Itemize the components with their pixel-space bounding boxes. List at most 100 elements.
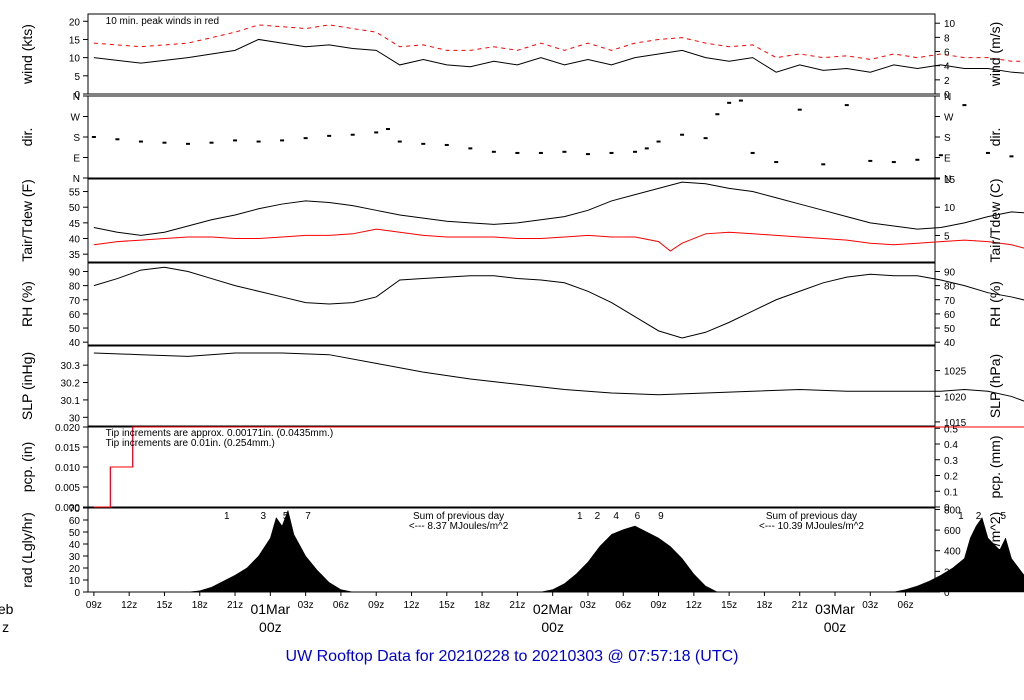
day-hour-label: z [2,619,9,635]
rh-left-tick-label: 60 [69,310,81,321]
day-label: 01Mar [250,601,290,617]
rad-hour-mark: 4 [613,511,619,522]
dir-left-tick-label: S [73,133,80,144]
wind-right-tick-label: 4 [944,62,950,73]
rad-hour-mark: 9 [658,511,664,522]
rad-hour-mark: 2 [595,511,601,522]
x-tick-label: 12z [686,600,702,611]
rad-hour-mark: 1 [224,511,230,522]
wind-left-tick-label: 15 [69,35,81,46]
temp-ylabel: Tair/Tdew (F) [19,179,35,261]
day-label: 02Mar [533,601,573,617]
pcp-note-blue: Tip increments are 0.01in. (0.254mm.) [106,438,275,449]
wind-right-tick-label: 2 [944,76,950,87]
rh-right-tick-label: 40 [944,338,956,349]
wind-frame [87,13,936,95]
rh-left-tick-label: 50 [69,324,81,335]
x-tick-label: 06z [615,600,631,611]
rad-hour-mark: 7 [305,511,311,522]
slp-left-tick-label: 30.2 [61,379,81,390]
wind-panel [83,13,1024,95]
rad-left-tick-label: 0 [74,588,80,599]
rad-right-tick-label: 800 [944,505,961,516]
rad-hour-mark: 5 [1000,511,1006,522]
dir-right-tick-label: W [944,113,954,124]
temp-right-tick-label: 5 [944,231,950,242]
x-tick-label: 18z [756,600,772,611]
temp-panel [83,178,1024,263]
day-hour-label: 00z [541,619,564,635]
rad-right-tick-label: 400 [944,547,961,558]
rh-ylabel: RH (%) [19,281,35,327]
wind-left-tick-label: 10 [69,54,81,65]
x-tick-label: 18z [474,600,490,611]
rad-area [93,509,1024,593]
pcp-ylabel: pcp. (in) [19,442,35,493]
rad-sum-note: Sum of previous day [413,511,504,522]
dir-left-tick-label: W [71,113,81,124]
x-tick-label: 03z [862,600,878,611]
rh-right-tick-label: 90 [944,267,956,278]
slp-left-tick-label: 30.3 [61,361,81,372]
wind-ylabel-right: wind (m/s) [987,22,1003,88]
dir-right-tick-label: N [944,92,951,103]
rad-hour-mark: 1 [577,511,583,522]
x-tick-label: 06z [333,600,349,611]
x-tick-label: 15z [439,600,455,611]
rh-right-tick-label: 50 [944,324,956,335]
day-label: eb [0,601,14,617]
temp-series-line [93,228,1024,252]
pcp-right-tick-label: 0.5 [944,424,958,435]
rad-hour-mark: 3 [261,511,267,522]
rad-hour-mark: 5 [283,511,289,522]
rh-frame [87,262,936,346]
x-tick-label: 09z [650,600,666,611]
dir-left-tick-label: E [73,154,80,165]
wind-ylabel: wind (kts) [19,24,35,85]
pcp-right-tick-label: 0.2 [944,472,958,483]
day-hour-label: 00z [259,619,282,635]
rad-hour-mark: 2 [976,511,982,522]
rad-right-tick-label: 200 [944,567,961,578]
rh-panel [83,262,1024,346]
x-tick-label: 09z [368,600,384,611]
rad-ylabel: rad (Lgly/hr) [19,512,35,587]
x-tick-label: 21z [227,600,243,611]
x-tick-label: 06z [898,600,914,611]
pcp-right-tick-label: 0.1 [944,487,958,498]
rh-left-tick-label: 90 [69,267,81,278]
rad-left-tick-label: 60 [69,516,81,527]
dir-ylabel: dir. [19,128,35,147]
wind-series-line [93,38,1024,74]
pcp-ylabel-right: pcp. (mm) [987,436,1003,499]
pcp-right-tick-label: 0.4 [944,440,958,451]
rad-sum-note: <--- 8.37 MJoules/m^2 [409,521,509,532]
rad-sum-note: Sum of previous day [766,511,857,522]
slp-right-tick-label: 1025 [944,367,967,378]
pcp-left-tick-label: 0.015 [55,443,80,454]
temp-right-tick-label: 15 [944,175,956,186]
rad-left-tick-label: 20 [69,564,81,575]
wind-series-line [93,24,1024,62]
rh-right-tick-label: 60 [944,310,956,321]
slp-left-tick-label: 30 [69,413,81,424]
x-tick-label: 09z [86,600,102,611]
pcp-right-tick-label: 0.3 [944,456,958,467]
temp-series-line [93,181,1024,236]
rad-right-tick-label: 0 [944,588,950,599]
x-tick-label: 21z [509,600,525,611]
slp-right-tick-label: 1020 [944,392,967,403]
temp-frame [87,178,936,263]
x-tick-label: 21z [792,600,808,611]
slp-right-tick-label: 1015 [944,418,967,429]
pcp-left-tick-label: 0.000 [55,503,80,514]
slp-panel [83,345,1024,427]
rh-left-tick-label: 80 [69,282,81,293]
rad-left-tick-label: 30 [69,552,81,563]
wind-left-tick-label: 5 [74,72,80,83]
wind-left-tick-label: 0 [74,90,80,101]
rh-left-tick-label: 70 [69,296,81,307]
wind-right-tick-label: 8 [944,33,950,44]
dir-right-tick-label: S [944,133,951,144]
slp-left-tick-label: 30.1 [61,396,81,407]
